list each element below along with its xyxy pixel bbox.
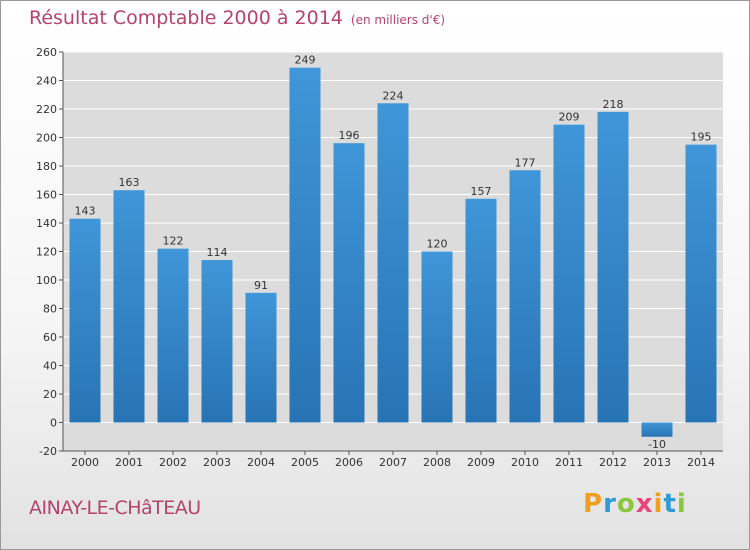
bar xyxy=(333,143,365,423)
y-tick-label: 240 xyxy=(36,75,57,88)
bar xyxy=(289,67,321,423)
bar xyxy=(113,190,145,423)
bar xyxy=(509,170,541,423)
y-tick-label: 120 xyxy=(36,246,57,259)
bar xyxy=(641,422,673,437)
y-tick-label: 220 xyxy=(36,103,57,116)
x-tick-label: 2003 xyxy=(203,456,231,469)
data-label: -10 xyxy=(648,438,666,451)
data-label: 143 xyxy=(75,205,96,218)
x-tick-label: 2001 xyxy=(115,456,143,469)
y-tick-label: 200 xyxy=(36,132,57,145)
bar xyxy=(377,103,409,423)
logo-letter: t xyxy=(663,489,677,519)
bar xyxy=(421,251,453,423)
y-tick-label: 100 xyxy=(36,274,57,287)
logo-letter: i xyxy=(676,489,687,519)
data-label: 196 xyxy=(339,129,360,142)
bar xyxy=(245,292,277,423)
x-tick-label: 2013 xyxy=(643,456,671,469)
x-tick-label: 2008 xyxy=(423,456,451,469)
x-tick-label: 2011 xyxy=(555,456,583,469)
x-tick-label: 2010 xyxy=(511,456,539,469)
data-label: 195 xyxy=(691,131,712,144)
y-tick-label: 180 xyxy=(36,160,57,173)
data-label: 163 xyxy=(119,176,140,189)
bar xyxy=(201,260,233,423)
bar xyxy=(465,198,497,423)
chart-title-text: Résultat Comptable 2000 à 2014 xyxy=(29,7,343,29)
data-label: 249 xyxy=(295,54,316,67)
y-tick-label: -20 xyxy=(39,445,57,458)
y-tick-label: 0 xyxy=(50,417,57,430)
bar-chart: -20 0 20 40 60 80 100 120 140 160 180 200 220 240 260 1… xyxy=(36,46,723,469)
x-tick-label: 2004 xyxy=(247,456,275,469)
y-tick-label: 20 xyxy=(43,388,57,401)
y-tick-label: 160 xyxy=(36,189,57,202)
data-label: 122 xyxy=(163,235,184,248)
data-label: 177 xyxy=(515,156,536,169)
logo-letter: x xyxy=(635,489,654,519)
y-tick-label: 60 xyxy=(43,331,57,344)
chart-subtitle: (en milliers d'€) xyxy=(350,13,446,27)
x-tick-label: 2009 xyxy=(467,456,495,469)
proxiti-logo: Proxiti xyxy=(583,489,687,519)
data-label: 157 xyxy=(471,185,492,198)
data-label: 218 xyxy=(603,98,624,111)
logo-letter: P xyxy=(583,489,604,519)
x-tick-label: 2006 xyxy=(335,456,363,469)
logo-letter: o xyxy=(616,489,636,519)
bar xyxy=(685,144,717,423)
commune-name: AINAY-LE-CHâTEAU xyxy=(29,497,201,519)
data-label: 91 xyxy=(254,279,268,292)
y-tick-label: 140 xyxy=(36,217,57,230)
bar xyxy=(69,218,101,423)
x-tick-label: 2007 xyxy=(379,456,407,469)
bar xyxy=(553,124,585,423)
logo-letter: i xyxy=(653,489,664,519)
logo-letter: r xyxy=(603,489,617,519)
x-tick-label: 2014 xyxy=(687,456,715,469)
bar xyxy=(597,111,629,423)
y-tick-label: 80 xyxy=(43,303,57,316)
bar xyxy=(157,248,189,423)
y-tick-label: 40 xyxy=(43,360,57,373)
data-label: 224 xyxy=(383,89,404,102)
chart-title: Résultat Comptable 2000 à 2014 (en millie… xyxy=(29,7,445,29)
data-label: 120 xyxy=(427,238,448,251)
data-label: 114 xyxy=(207,246,228,259)
x-tick-label: 2005 xyxy=(291,456,319,469)
y-tick-label: 260 xyxy=(36,46,57,59)
x-tick-label: 2000 xyxy=(71,456,99,469)
data-label: 209 xyxy=(559,111,580,124)
x-tick-label: 2002 xyxy=(159,456,187,469)
x-tick-label: 2012 xyxy=(599,456,627,469)
